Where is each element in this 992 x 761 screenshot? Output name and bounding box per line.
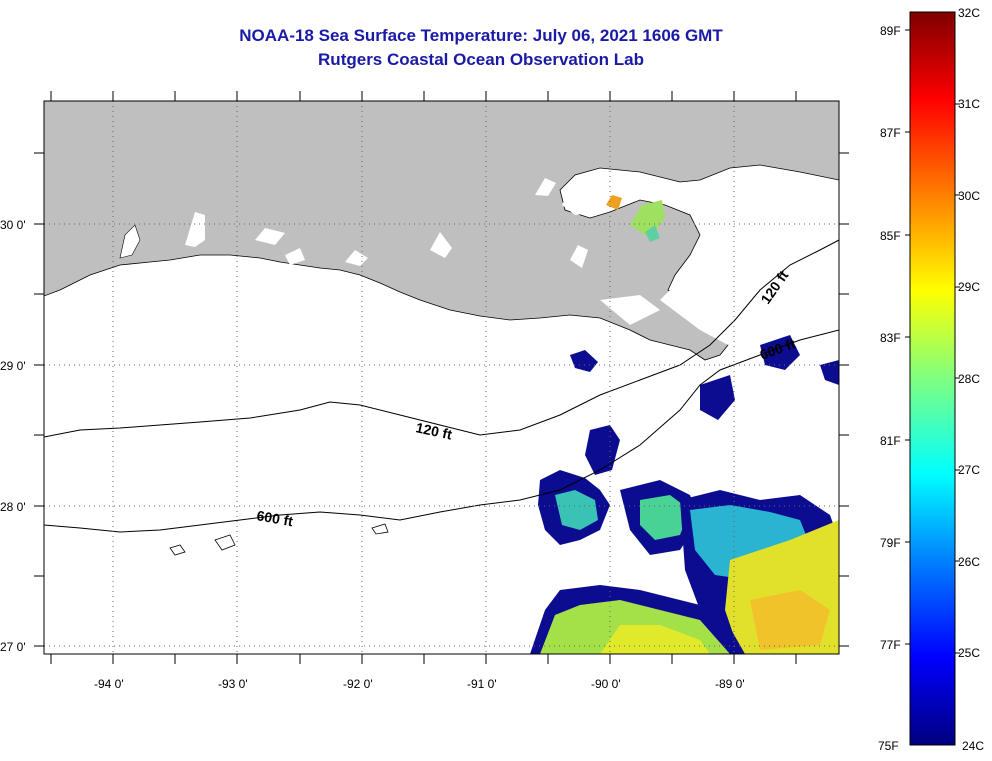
lat-label: 30 0'	[0, 218, 26, 232]
colorbar-c-label: 31C	[958, 97, 980, 111]
colorbar-c-label: 24C	[962, 739, 984, 753]
colorbar-f-label: 89F	[880, 24, 901, 38]
colorbar-c-label: 26C	[958, 555, 980, 569]
colorbar-f-label: 81F	[880, 434, 901, 448]
lat-label: 27 0'	[0, 640, 26, 654]
colorbar-c-label: 27C	[958, 463, 980, 477]
lon-label: -92 0'	[343, 677, 373, 691]
sst-data	[530, 335, 839, 654]
colorbar	[909, 11, 956, 746]
colorbar-f-label: 75F	[878, 739, 899, 753]
map-subtitle: Rutgers Coastal Ocean Observation Lab	[318, 50, 644, 69]
colorbar-c-label: 29C	[958, 280, 980, 294]
colorbar-f-label: 79F	[880, 536, 901, 550]
contour-600ft	[44, 329, 839, 533]
lon-label: -90 0'	[591, 677, 621, 691]
colorbar-f-label: 77F	[880, 638, 901, 652]
lat-label: 29 0'	[0, 359, 26, 373]
contour-120ft-west	[44, 239, 839, 438]
map-frame	[43, 100, 840, 655]
colorbar-c-label: 25C	[958, 646, 980, 660]
colorbar-c-label: 28C	[958, 372, 980, 386]
grid-lines	[44, 101, 839, 654]
lon-label: -91 0'	[467, 677, 497, 691]
colorbar-f-label: 85F	[880, 229, 901, 243]
colorbar-c-label: 32C	[958, 6, 980, 20]
map-title: NOAA-18 Sea Surface Temperature: July 06…	[239, 26, 723, 45]
colorbar-f-label: 83F	[880, 331, 901, 345]
ticks	[34, 91, 849, 664]
colorbar-c-label: 30C	[958, 189, 980, 203]
lat-label: 28 0'	[0, 500, 26, 514]
contour-label: 600 ft	[255, 507, 294, 529]
colorbar-f-label: 87F	[880, 126, 901, 140]
lon-label: -94 0'	[94, 677, 124, 691]
contour-label: 120 ft	[414, 419, 453, 442]
lon-label: -89 0'	[715, 677, 745, 691]
lon-label: -93 0'	[218, 677, 248, 691]
